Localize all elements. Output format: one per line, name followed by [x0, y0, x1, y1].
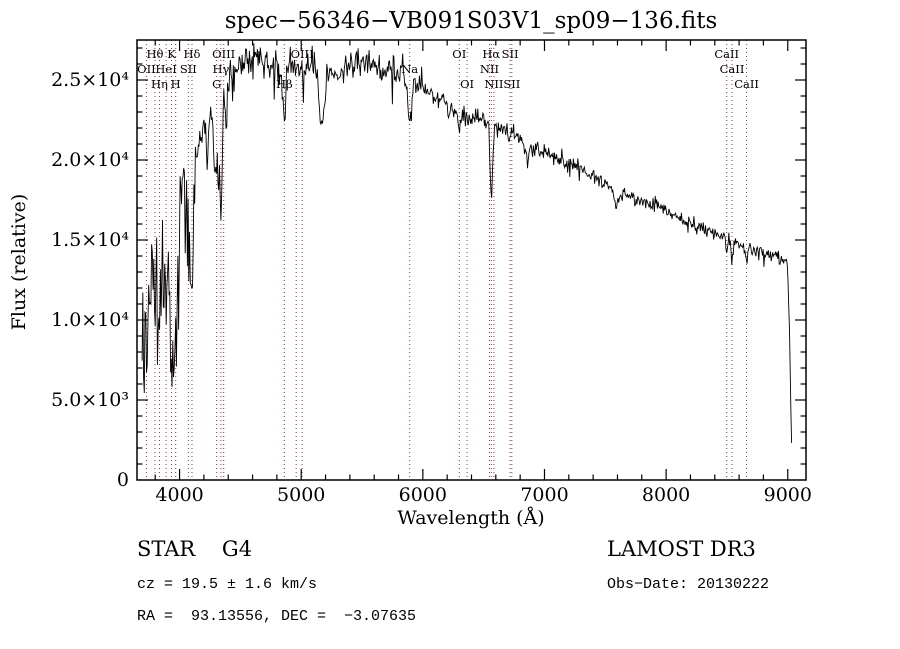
y-tick-label: 2.5×10⁴ [51, 69, 129, 91]
spectral-line-label: H [171, 77, 181, 91]
x-tick-label: 5000 [277, 484, 325, 506]
spectral-line-markers [145, 40, 748, 480]
spectral-line-label: OI [452, 47, 466, 61]
spectral-line-label: OIII [291, 47, 314, 61]
plot-frame [136, 39, 807, 481]
x-tick-label: 7000 [520, 484, 568, 506]
spectral-line-label: SII [180, 62, 197, 76]
spectral-line-label: CaII [720, 62, 745, 76]
axis-tick-labels: 4000 5000 6000 7000 8000 9000 0 5.0×10³ 1.0×10⁴ 1… [51, 69, 812, 506]
axis-ticks [137, 40, 806, 480]
cz-text: cz = 19.5 ± 1.6 km/s [137, 576, 317, 593]
x-tick-label: 8000 [642, 484, 690, 506]
spectral-line-label: Hδ [184, 47, 201, 61]
radec-text: RA = 93.13556, DEC = −3.07635 [137, 608, 416, 625]
spectrum-path [141, 43, 793, 443]
spectral-line-label: Na [401, 62, 418, 76]
spectral-line-label: NII [480, 62, 499, 76]
spectral-line-label: Hβ [276, 77, 293, 91]
y-tick-label: 1.0×10⁴ [51, 309, 129, 331]
y-tick-label: 5.0×10³ [51, 389, 129, 411]
spectral-line-label: OI [460, 77, 474, 91]
y-tick-label: 1.5×10⁴ [51, 229, 129, 251]
spectral-line-label: OII [137, 62, 156, 76]
x-tick-label: 6000 [399, 484, 447, 506]
classification-text: STAR G4 [137, 537, 252, 561]
spectral-line-label: CaII [734, 77, 759, 91]
y-tick-label: 0 [117, 469, 129, 491]
x-axis-label: Wavelength (Å) [397, 507, 544, 529]
spectrum-trace [141, 43, 793, 443]
spectral-line-label: CaII [714, 47, 739, 61]
plot-title: spec−56346−VB091S03V1_sp09−136.fits [225, 8, 718, 34]
y-axis-label: Flux (relative) [8, 194, 30, 331]
spectral-line-label: Hα [482, 47, 500, 61]
spectral-line-label: Hη [151, 77, 168, 91]
spectral-line-label: G [212, 77, 221, 91]
spectral-line-label: K [167, 47, 176, 61]
spectral-line-label: SII [503, 77, 520, 91]
spectral-line-label: Hγ [212, 62, 229, 76]
survey-text: LAMOST DR3 [607, 537, 756, 561]
x-tick-label: 4000 [155, 484, 203, 506]
spectral-line-label: OIII [212, 47, 235, 61]
obs-date-text: Obs−Date: 20130222 [607, 576, 769, 593]
spectral-line-label: SII [502, 47, 519, 61]
spectral-line-label: NII [484, 77, 503, 91]
x-tick-label: 9000 [764, 484, 812, 506]
y-tick-label: 2.0×10⁴ [51, 149, 129, 171]
spectral-line-label: HeI [155, 62, 176, 76]
spectral-line-label: Hθ [147, 47, 164, 61]
axes-frame [136, 39, 807, 481]
